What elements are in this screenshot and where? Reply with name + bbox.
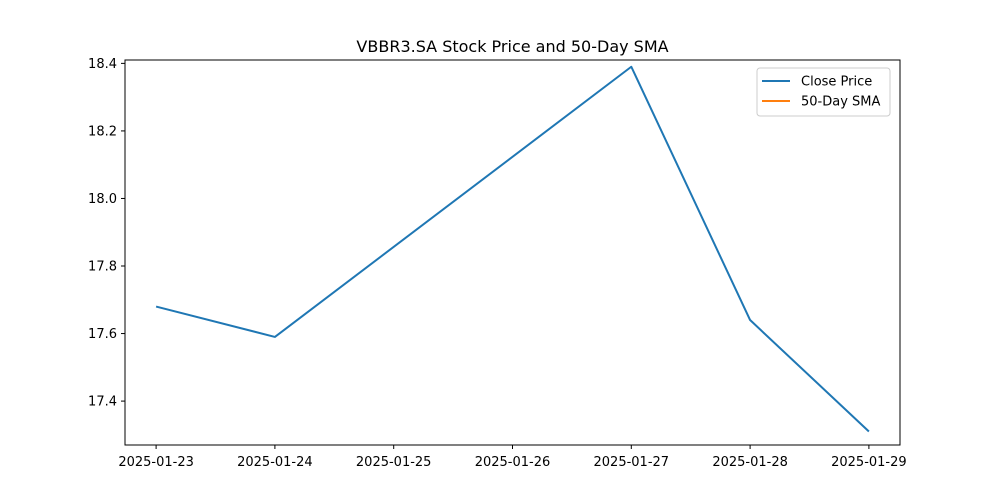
x-tick-label: 2025-01-27 xyxy=(594,455,670,470)
y-tick-label: 18.0 xyxy=(88,192,117,207)
x-tick-label: 2025-01-26 xyxy=(475,455,551,470)
plot-background xyxy=(125,60,900,445)
x-tick-label: 2025-01-23 xyxy=(118,455,194,470)
plot-area xyxy=(125,60,900,445)
y-tick-label: 17.6 xyxy=(88,327,117,342)
x-tick-label: 2025-01-28 xyxy=(712,455,788,470)
x-tick-label: 2025-01-24 xyxy=(237,455,313,470)
series-layer xyxy=(155,65,870,433)
legend-label: 50-Day SMA xyxy=(801,95,881,110)
x-tick-label: 2025-01-29 xyxy=(831,455,907,470)
y-tick-label: 18.2 xyxy=(88,124,117,139)
legend-box xyxy=(756,67,891,117)
x-tick-label: 2025-01-25 xyxy=(356,455,432,470)
y-tick-label: 18.4 xyxy=(88,57,117,72)
y-tick-label: 17.4 xyxy=(88,395,117,410)
legend: Close Price 50-Day SMA xyxy=(756,67,891,117)
chart-title: VBBR3.SA Stock Price and 50-Day SMA xyxy=(356,37,668,56)
y-axis: 17.4 17.6 17.8 18.0 18.2 18.4 xyxy=(88,57,125,410)
y-tick-label: 17.8 xyxy=(88,260,117,275)
axes-frame xyxy=(124,59,901,446)
legend-label: Close Price xyxy=(801,75,872,90)
series-line xyxy=(155,65,870,433)
x-axis: 2025-01-23 2025-01-24 2025-01-25 2025-01-26… xyxy=(118,445,907,470)
